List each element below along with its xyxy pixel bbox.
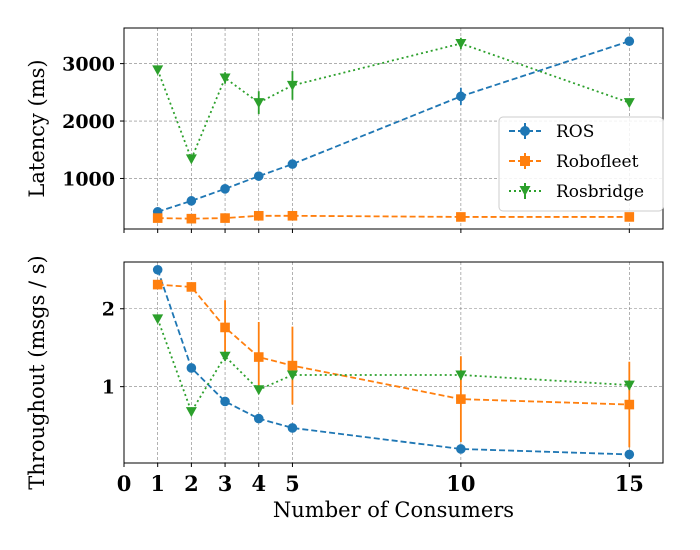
series-ros (152, 264, 635, 460)
latency-chart: 1000 2000 3000 Latency (ms) ROS Robofleet (25, 27, 664, 233)
data-point-ros (220, 184, 230, 194)
legend-marker-rosbridge (519, 186, 531, 196)
throughput-y-ticks: 12 (102, 299, 124, 399)
x-axis-label: Number of Consumers (273, 498, 514, 522)
legend-item-rosbridge: Rosbridge (509, 182, 644, 202)
legend-box (498, 116, 664, 212)
data-point-robofleet (186, 213, 197, 224)
data-point-rosbridge (152, 314, 164, 325)
data-point-rosbridge (253, 385, 265, 396)
data-point-ros (287, 159, 298, 169)
data-point-rosbridge (152, 65, 164, 76)
y-tick-label: 3000 (62, 54, 115, 76)
throughput-series (152, 264, 635, 460)
data-point-rosbridge (185, 407, 197, 418)
y-tick-label: 2 (102, 299, 115, 321)
data-point-robofleet (186, 282, 197, 292)
x-tick-label: 2 (184, 471, 199, 496)
legend-item-ros: ROS (509, 122, 594, 142)
x-tick-label: 5 (285, 471, 300, 496)
data-point-ros (220, 396, 230, 407)
x-tick-label: 15 (615, 471, 644, 496)
data-point-robofleet (152, 213, 163, 223)
latency-x-ticks (123, 229, 630, 233)
data-point-robofleet (253, 210, 264, 221)
data-point-ros (253, 171, 264, 181)
data-point-rosbridge (219, 351, 231, 362)
throughput-plot-frame (123, 261, 664, 464)
y-tick-label: 2000 (62, 111, 115, 133)
data-point-robofleet (624, 212, 635, 222)
x-tick-label: 4 (251, 471, 266, 496)
data-point-rosbridge (219, 73, 231, 84)
data-point-robofleet (456, 212, 466, 222)
legend-marker-robofleet (520, 156, 530, 166)
data-point-robofleet (624, 399, 635, 410)
data-point-robofleet (253, 352, 264, 362)
x-tick-label: 3 (218, 471, 233, 496)
legend-item-robofleet: Robofleet (509, 152, 639, 172)
x-tick-label: 0 (117, 471, 132, 496)
x-tick-label: 1 (150, 471, 165, 496)
y-tick-label: 1000 (62, 168, 115, 190)
data-point-ros (624, 36, 635, 47)
data-point-robofleet (220, 322, 230, 333)
legend-label-robofleet: Robofleet (556, 152, 639, 172)
data-point-ros (186, 196, 197, 206)
data-point-ros (456, 91, 466, 102)
data-point-ros (152, 264, 163, 275)
data-point-robofleet (152, 279, 163, 290)
series-robofleet (152, 279, 635, 448)
throughput-chart: 12 0 1 2 3 4 5 10 15 Throughout (msgs / s) Numb… (25, 255, 664, 522)
throughput-x-ticks: 0 1 2 3 4 5 10 15 (117, 463, 644, 496)
data-point-ros (253, 413, 264, 424)
data-point-rosbridge (623, 380, 635, 391)
legend-label-ros: ROS (556, 122, 594, 142)
data-point-ros (624, 449, 635, 460)
legend-label-rosbridge: Rosbridge (556, 182, 644, 202)
data-point-robofleet (287, 210, 298, 221)
data-point-rosbridge (286, 80, 298, 91)
data-point-robofleet (220, 213, 230, 223)
x-tick-label: 10 (446, 471, 475, 496)
legend-marker-ros (520, 126, 530, 136)
data-point-robofleet (456, 394, 466, 404)
data-point-rosbridge (455, 39, 467, 50)
y-tick-label: 1 (102, 377, 115, 399)
data-point-rosbridge (455, 370, 467, 381)
throughput-y-axis-label: Throughout (msgs / s) (25, 255, 49, 490)
data-point-ros (456, 444, 466, 454)
data-point-rosbridge (286, 370, 298, 381)
data-point-rosbridge (623, 98, 635, 109)
data-point-robofleet (287, 360, 298, 371)
data-point-ros (186, 363, 197, 373)
latency-series (152, 36, 635, 224)
series-rosbridge (152, 37, 635, 165)
data-point-rosbridge (253, 98, 265, 109)
data-point-rosbridge (185, 154, 197, 165)
series-ros (152, 36, 635, 217)
legend: ROS Robofleet Rosbridge (498, 116, 664, 212)
data-point-ros (287, 423, 298, 433)
latency-y-axis-label: Latency (ms) (25, 59, 49, 197)
series-rosbridge (152, 314, 635, 418)
latency-y-ticks: 1000 2000 3000 (62, 54, 124, 190)
series-robofleet (152, 210, 635, 224)
